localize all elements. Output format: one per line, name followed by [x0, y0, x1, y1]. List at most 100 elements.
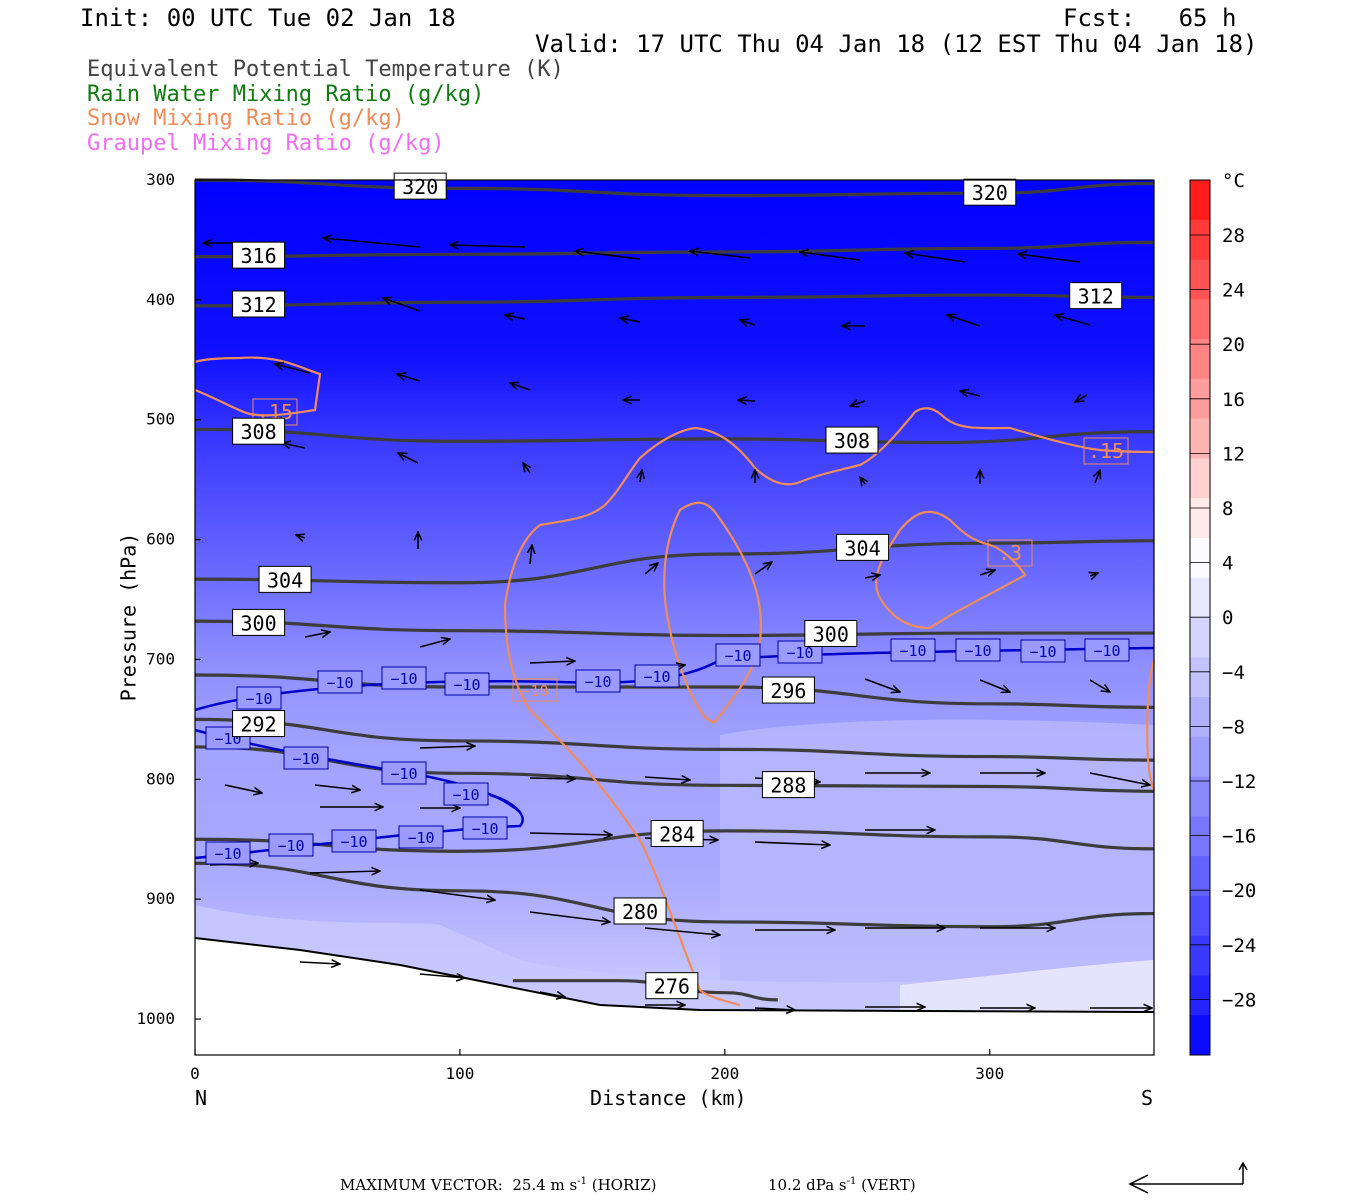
colorbar-label-0: 28	[1222, 225, 1245, 247]
theta-e-label-312-0: 312	[232, 290, 286, 318]
isotherm-label-17: −10	[398, 825, 444, 849]
wind-vector-6	[905, 253, 966, 263]
wind-vector-13	[947, 315, 981, 327]
wind-vector-36	[864, 575, 880, 578]
wind-vector-33	[530, 545, 532, 565]
isotherm-label-4: −10	[575, 669, 621, 693]
wind-vector-41	[529, 661, 575, 663]
colorbar-label-7: 0	[1222, 607, 1233, 629]
isotherm-labels: −10 −10 −10 −10 −10 −10 −10 −10 −10 −10 −10 −10 −10 −…	[205, 638, 1130, 865]
temperature-shading-lower	[720, 719, 1154, 1010]
init-time-label: Init: 00 UTC Tue 02 Jan 18	[80, 4, 456, 32]
svg-text:−10: −10	[214, 845, 241, 863]
y-tick-label-300: 300	[146, 170, 175, 189]
theta-e-label-296-0: 296	[761, 676, 815, 704]
isotherm-label-3: −10	[444, 672, 490, 696]
svg-text:−10: −10	[643, 668, 670, 686]
colorbar-label-11: −16	[1222, 826, 1256, 848]
isotherm-label-21: −10	[512, 678, 558, 702]
svg-text:316: 316	[241, 244, 277, 268]
y-tick-label-400: 400	[146, 290, 175, 309]
wind-vector-5	[800, 252, 861, 261]
y-tick-label-600: 600	[146, 530, 175, 549]
wind-vector-39	[304, 632, 330, 637]
wind-vector-24	[398, 453, 419, 464]
colorbar-label-5: 8	[1222, 498, 1233, 520]
colorbar-label-14: −28	[1222, 989, 1256, 1011]
wind-vector-2	[450, 245, 526, 247]
x-axis-left-end: N	[195, 1086, 208, 1110]
x-axis-ticks: 0 100 200 300	[190, 1049, 1004, 1083]
wind-vector-67	[754, 1008, 795, 1010]
wind-vector-4	[690, 251, 751, 259]
svg-text:284: 284	[659, 823, 695, 847]
svg-text:288: 288	[770, 774, 806, 798]
svg-text:−10: −10	[390, 670, 417, 688]
snow-contour-left	[194, 356, 322, 417]
colorbar-label-13: −24	[1222, 935, 1256, 957]
isotherm-label-2: −10	[381, 666, 427, 690]
wind-vector-37	[979, 570, 995, 575]
svg-text:−10: −10	[453, 676, 480, 694]
theta-e-label-316-1: 316	[232, 241, 286, 269]
legend-theta-e: Equivalent Potential Temperature (K)	[87, 57, 564, 82]
theta-e-label-276-0: 276	[645, 972, 699, 1000]
snow-contour-right	[875, 510, 1027, 630]
wind-vector-73	[754, 842, 830, 845]
x-tick-label-0: 0	[190, 1064, 200, 1083]
theta-e-label-292-0: 292	[232, 710, 286, 738]
theta-e-label-304-1: 304	[836, 533, 890, 561]
svg-text:−10: −10	[277, 837, 304, 855]
wind-vector-35	[754, 562, 772, 575]
theta-e-label-308-0: 308	[232, 417, 286, 445]
theta-e-contour-292	[194, 717, 1155, 762]
wind-vector-28	[860, 477, 865, 484]
svg-text:308: 308	[834, 429, 870, 453]
y-tick-label-500: 500	[146, 410, 175, 429]
x-tick-label-300: 300	[975, 1064, 1004, 1083]
wind-vector-14	[1055, 315, 1091, 326]
theta-e-label-312-1: 312	[1069, 282, 1123, 310]
snow-contour-center	[663, 501, 762, 724]
svg-text:300: 300	[241, 611, 277, 635]
wind-vector-49	[529, 778, 575, 779]
theta-e-contour-304	[194, 539, 1155, 585]
svg-text:.15: .15	[1088, 439, 1124, 463]
wind-vector-48	[419, 746, 475, 748]
svg-text:304: 304	[267, 568, 303, 592]
colorbar-swatch-18	[1190, 895, 1210, 937]
theta-e-contour-300	[194, 619, 1154, 638]
svg-text:−10: −10	[407, 829, 434, 847]
svg-text:−10: −10	[292, 750, 319, 768]
theta-e-label-300-0: 300	[232, 608, 286, 636]
svg-text:320: 320	[402, 175, 438, 199]
reference-vector	[1128, 1161, 1248, 1194]
x-axis-title: Distance (km)	[590, 1086, 747, 1110]
theta-e-contour-288	[194, 745, 1155, 793]
theta-e-label-288-0: 288	[761, 771, 815, 799]
colorbar-swatch-13	[1190, 697, 1210, 738]
colorbar-label-3: 16	[1222, 389, 1245, 411]
wind-vector-59	[644, 927, 720, 935]
colorbar-swatch-7	[1190, 458, 1210, 499]
wind-vector-38	[1090, 573, 1098, 576]
svg-text:312: 312	[241, 293, 277, 317]
isotherm-label-20: −10	[205, 841, 251, 865]
svg-text:292: 292	[241, 713, 277, 737]
snow-labels: .15.15.3	[252, 398, 1129, 567]
svg-text:296: 296	[770, 679, 806, 703]
isotherm-label-10: −10	[1020, 639, 1066, 663]
wind-vector-7	[1018, 254, 1081, 263]
colorbar-swatch-1	[1190, 219, 1210, 261]
wind-vector-45	[1089, 679, 1110, 692]
colorbar-swatch-8	[1190, 498, 1210, 539]
isotherm-label-18: −10	[331, 829, 377, 853]
svg-text:320: 320	[972, 181, 1008, 205]
wind-vector-58	[529, 911, 610, 922]
wind-vector-22	[1075, 395, 1088, 402]
wind-vector-23	[282, 443, 306, 448]
isotherm-label-19: −10	[268, 833, 314, 857]
theta-e-contour-312	[194, 293, 1155, 308]
isotherm-label-8: −10	[890, 638, 936, 662]
